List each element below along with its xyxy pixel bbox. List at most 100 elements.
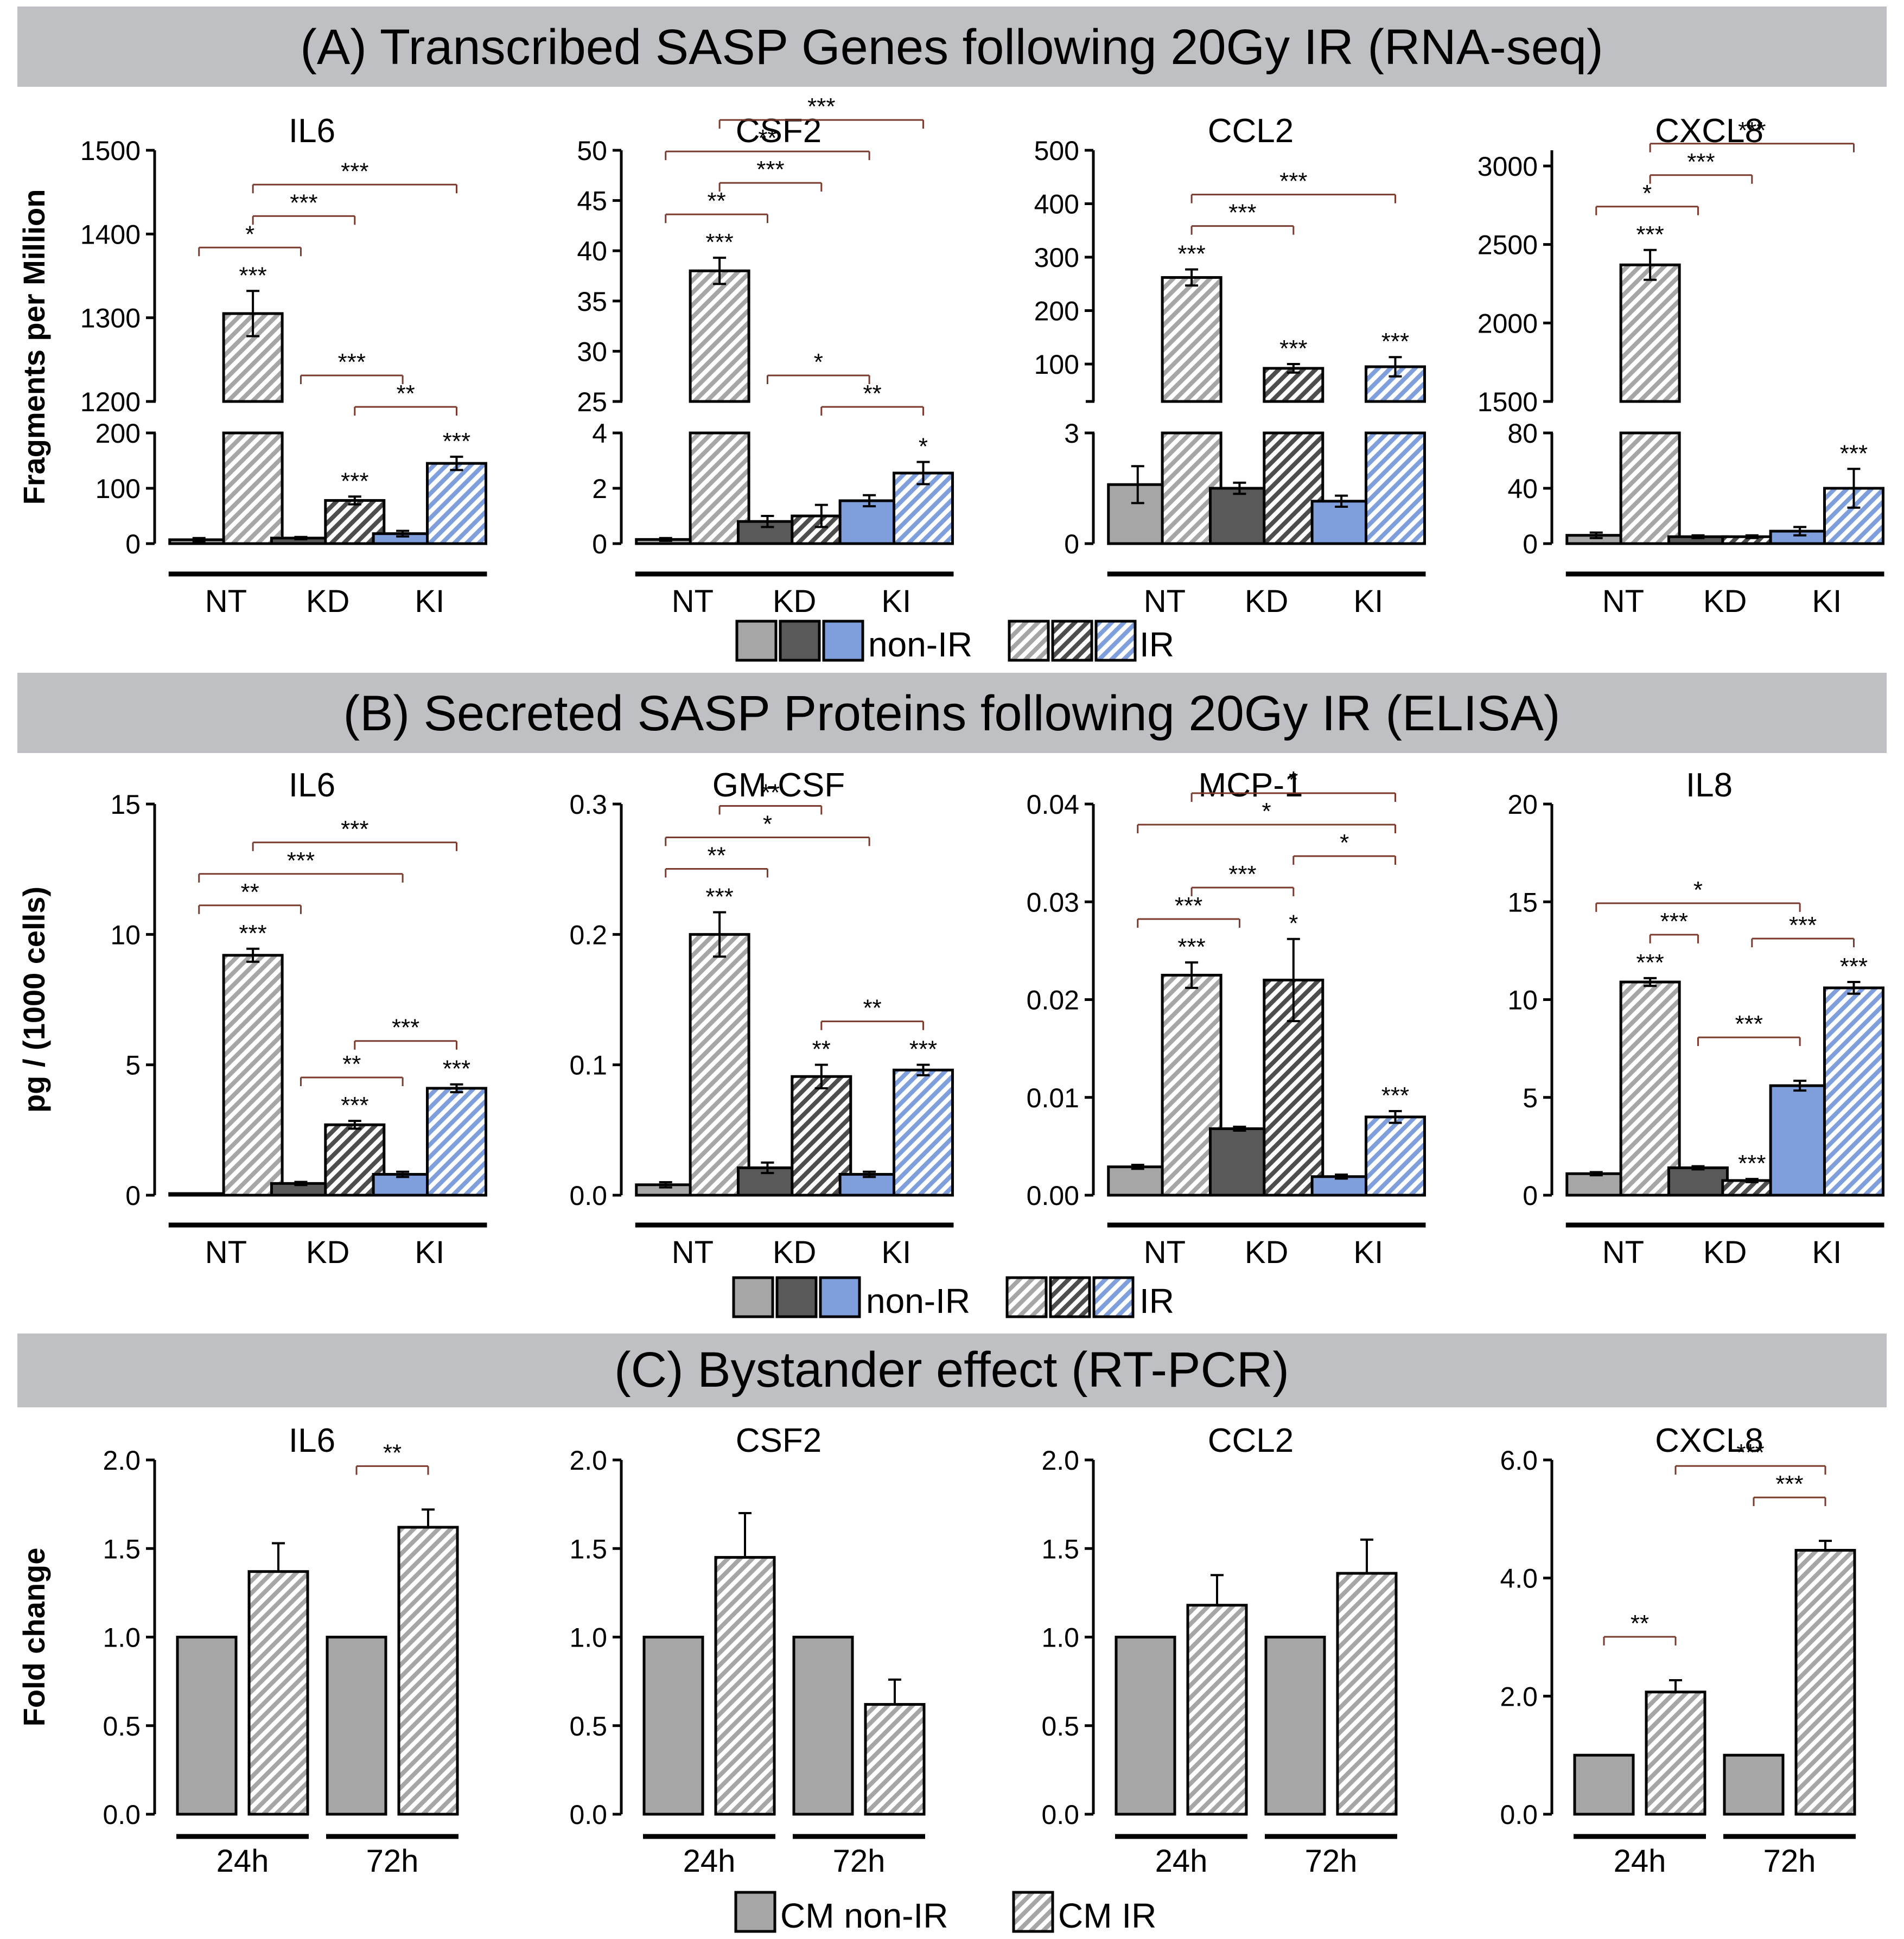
y-tick-label: 15 [1507, 887, 1538, 917]
group-label: KD [1245, 1235, 1289, 1270]
section-c-title: (C) Bystander effect (RT-PCR) [614, 1342, 1289, 1398]
y-tick-label: 0 [125, 529, 141, 559]
y-tick-label: 3 [1064, 418, 1079, 449]
y-tick-label: 0.0 [103, 1800, 141, 1830]
bar-significance: *** [1279, 335, 1307, 362]
bar [1263, 367, 1324, 403]
bar-significance: *** [705, 883, 733, 910]
y-tick-label: 3000 [1478, 151, 1538, 182]
y-tick-label: 2000 [1478, 308, 1538, 339]
legend-a-swatch-nt-ir [1008, 620, 1050, 662]
bar [1573, 1753, 1635, 1816]
bar [1336, 1572, 1398, 1816]
bar-significance: *** [1636, 949, 1664, 976]
bar-break-gap [1362, 403, 1428, 431]
bar [792, 1636, 854, 1816]
chart-title: CCL2 [1208, 1422, 1294, 1459]
legend-b-swatch-kd [775, 1276, 818, 1318]
significance-label: *** [338, 349, 366, 375]
significance-label: *** [1228, 200, 1256, 226]
bar [1264, 1636, 1326, 1816]
significance-label: *** [1775, 1471, 1803, 1497]
bar-significance: *** [1636, 221, 1664, 248]
bar [326, 1636, 387, 1816]
group-label: KI [1812, 584, 1842, 619]
bar [222, 954, 284, 1197]
y-tick-label: 1.0 [569, 1623, 607, 1653]
group-label: KI [881, 1235, 911, 1270]
significance-label: *** [807, 93, 835, 120]
bar-break-gap [1159, 403, 1225, 431]
group-label: KI [415, 1235, 444, 1270]
y-tick-label: 0 [125, 1181, 141, 1211]
legend-c-swatch-cm-ir [1012, 1891, 1054, 1933]
significance-label: *** [1687, 149, 1715, 175]
bar-break-gap [1260, 403, 1326, 431]
section-b-title: (B) Secreted SASP Proteins following 20G… [343, 686, 1560, 741]
bar [1723, 1753, 1785, 1816]
bar [1769, 1084, 1831, 1197]
bar [864, 1703, 926, 1816]
y-tick-label: 2.0 [103, 1445, 141, 1476]
bar [425, 462, 487, 545]
significance-label: ** [707, 188, 725, 214]
bar [1186, 1604, 1248, 1816]
y-tick-label: 0.01 [1027, 1083, 1079, 1113]
group-label: KD [1245, 584, 1289, 619]
y-tick-label: 0.5 [103, 1711, 141, 1742]
significance-label: * [245, 221, 254, 247]
group-label: NT [1602, 1235, 1644, 1270]
significance-label: ** [240, 879, 259, 905]
bar-significance: *** [443, 428, 470, 455]
y-tick-label: 0.2 [569, 920, 607, 950]
bar [1667, 1166, 1729, 1197]
group-label: NT [1144, 1235, 1186, 1270]
significance-label: *** [1175, 892, 1202, 919]
y-tick-label: 0.0 [569, 1800, 607, 1830]
y-tick-label: 200 [95, 418, 141, 449]
legend-b-swatch-ki-ir [1092, 1276, 1135, 1318]
y-tick-label: 35 [577, 286, 607, 317]
y-tick-label: 20 [1507, 789, 1538, 820]
section-a-title: (A) Transcribed SASP Genes following 20G… [300, 20, 1603, 75]
bar [892, 1068, 954, 1197]
bar [1208, 487, 1270, 545]
legend-a: non-IR IR [735, 620, 1174, 664]
legend-b-swatch-nt-ir [1005, 1276, 1048, 1318]
bar [689, 933, 750, 1197]
bar [1310, 500, 1372, 545]
group-label: NT [672, 1235, 714, 1270]
bar-break-gap [687, 403, 753, 431]
chart-c-il6: 0.0 0.5 1.0 1.5 2.0 IL6 Fold change 24h 72h ** [17, 1422, 459, 1879]
group-label: NT [205, 584, 247, 619]
significance-label: * [1642, 180, 1652, 207]
bar [1115, 1636, 1176, 1816]
group-label: KD [1703, 1235, 1747, 1270]
group-label: KD [306, 1235, 350, 1270]
y-tick-label: 0.1 [569, 1050, 607, 1081]
legend-a-swatch-ki-ir [1094, 620, 1137, 662]
y-tick-label: 5 [1523, 1083, 1538, 1113]
group-label: 24h [1614, 1844, 1666, 1879]
significance-label: * [1693, 877, 1703, 903]
significance-label: * [1340, 830, 1349, 856]
group-label: 24h [216, 1844, 269, 1879]
legend-c-cm-ir-label: CM IR [1058, 1896, 1156, 1935]
group-label: NT [1144, 584, 1186, 619]
y-tick-label: 4 [592, 418, 607, 449]
y-tick-label: 25 [577, 387, 607, 417]
bar [714, 1556, 776, 1816]
y-tick-label: 1.5 [103, 1534, 141, 1564]
group-label: KD [773, 584, 817, 619]
y-tick-label: 30 [577, 336, 607, 367]
chart-title: CSF2 [736, 112, 822, 150]
bar-significance: *** [705, 229, 733, 256]
bar [222, 431, 284, 545]
y-tick-label: 80 [1507, 418, 1538, 449]
significance-label: ** [863, 995, 882, 1022]
y-tick-label: 40 [1507, 474, 1538, 504]
y-tick-label: 0 [592, 529, 607, 559]
